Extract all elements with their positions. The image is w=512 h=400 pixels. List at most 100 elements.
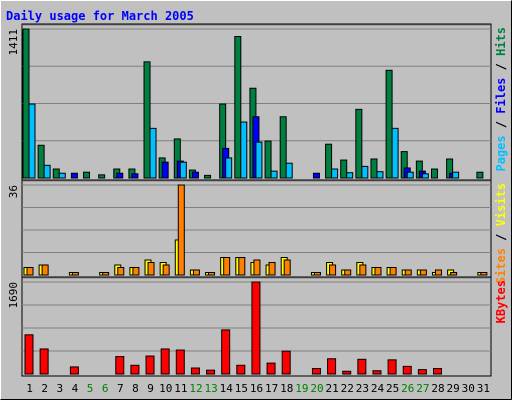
bar-pages-day-14: [225, 157, 233, 179]
x-tick-label-day-13: 13: [204, 382, 217, 395]
x-tick-label-day-12: 12: [189, 382, 202, 395]
bar-sites-day-6: [102, 272, 110, 276]
x-tick-label-day-9: 9: [147, 382, 154, 395]
bar-sites-day-7: [117, 267, 125, 276]
bar-kbytes-day-1: [24, 334, 34, 375]
legend-entry: Files: [494, 78, 508, 114]
bar-sites-day-11: [177, 184, 185, 276]
bar-pages-day-26: [406, 171, 414, 179]
legend-entry: KBytes: [494, 280, 508, 323]
panel-middle-max-label: 36: [7, 185, 20, 198]
legend-entry: Hits: [494, 27, 508, 56]
legend-entry: /: [494, 114, 508, 136]
bar-kbytes-day-12: [190, 367, 200, 375]
chart-title: Daily usage for March 2005: [6, 9, 194, 23]
bar-files-day-8: [131, 173, 139, 179]
bar-kbytes-day-4: [69, 366, 79, 375]
x-tick-label-day-15: 15: [235, 382, 248, 395]
bar-sites-day-27: [419, 269, 427, 276]
bar-hits-day-21: [325, 143, 333, 179]
bar-hits-day-22: [340, 159, 348, 179]
bar-kbytes-day-8: [130, 364, 140, 375]
bar-sites-day-13: [208, 272, 216, 276]
bar-sites-day-18: [283, 259, 291, 276]
bar-sites-day-1: [26, 267, 34, 276]
bar-sites-day-2: [41, 264, 49, 276]
bar-kbytes-day-26: [402, 365, 412, 375]
bar-sites-day-26: [404, 269, 412, 276]
bar-pages-day-1: [28, 103, 36, 179]
legend-entry: Pages: [494, 135, 508, 171]
panel-bottom-max-label: 1690: [7, 282, 20, 309]
x-tick-label-day-19: 19: [295, 382, 308, 395]
x-tick-label-day-18: 18: [280, 382, 293, 395]
bar-kbytes-day-18: [281, 350, 291, 375]
panel-top: 1411 Pages / Files / Hits: [7, 23, 508, 181]
x-tick-label-day-8: 8: [132, 382, 139, 395]
x-tick-label-day-31: 31: [477, 382, 490, 395]
bar-kbytes-day-25: [387, 359, 397, 375]
x-tick-label-day-23: 23: [356, 382, 369, 395]
bar-kbytes-day-2: [39, 348, 49, 375]
bar-hits-day-25: [385, 69, 393, 179]
bar-kbytes-day-15: [236, 364, 246, 375]
x-tick-label-day-24: 24: [371, 382, 385, 395]
bar-hits-day-23: [355, 108, 363, 179]
x-tick-label-day-4: 4: [72, 382, 79, 395]
legend-entry: /: [494, 226, 508, 248]
bar-sites-day-24: [374, 267, 382, 276]
bar-sites-day-31: [480, 272, 488, 276]
bar-pages-day-23: [361, 165, 369, 179]
bar-kbytes-day-14: [221, 329, 231, 375]
bar-pages-day-17: [270, 170, 278, 179]
x-tick-label-day-25: 25: [386, 382, 399, 395]
panel-bottom-legend: KBytes: [494, 280, 508, 323]
bar-pages-day-15: [240, 121, 248, 179]
x-tick-label-day-27: 27: [416, 382, 429, 395]
bar-kbytes-day-27: [417, 369, 427, 375]
x-tick-label-day-30: 30: [462, 382, 475, 395]
bar-sites-day-4: [71, 272, 79, 276]
legend-entry: /: [494, 56, 508, 78]
bar-sites-day-23: [359, 264, 367, 276]
panel-bottom: 1690 KBytes: [7, 276, 508, 377]
bar-kbytes-day-20: [311, 368, 321, 375]
x-tick-label-day-17: 17: [265, 382, 278, 395]
bar-pages-day-2: [43, 164, 51, 179]
bar-sites-day-25: [389, 267, 397, 276]
x-tick-label-day-5: 5: [87, 382, 94, 395]
bar-sites-day-15: [238, 257, 246, 276]
bar-sites-day-20: [313, 272, 321, 276]
x-tick-label-day-2: 2: [41, 382, 48, 395]
bar-hits-day-1: [22, 28, 30, 179]
bar-sites-day-21: [329, 264, 337, 276]
x-tick-label-day-21: 21: [326, 382, 339, 395]
chart-panels: 1411 Pages / Files / Hits 36 Sites / Visits…: [7, 23, 508, 377]
bar-sites-day-16: [253, 259, 261, 276]
bar-pages-day-18: [285, 162, 293, 179]
bar-hits-day-6: [98, 174, 106, 179]
bar-hits-day-2: [37, 144, 45, 179]
bar-sites-day-22: [344, 269, 352, 276]
bar-kbytes-day-24: [372, 370, 382, 375]
bar-kbytes-day-21: [327, 358, 337, 375]
bar-kbytes-day-16: [251, 281, 261, 375]
bar-hits-day-15: [234, 35, 242, 179]
panel-top-max-label: 1411: [7, 29, 20, 56]
bar-pages-day-9: [149, 127, 157, 179]
bar-hits-day-13: [204, 174, 212, 179]
bar-files-day-4: [70, 172, 78, 179]
bar-kbytes-day-11: [175, 349, 185, 375]
bar-hits-day-3: [52, 168, 60, 179]
bar-pages-day-22: [346, 172, 354, 179]
bar-pages-day-11: [179, 161, 187, 179]
x-tick-label-day-3: 3: [57, 382, 64, 395]
bar-kbytes-day-9: [145, 355, 155, 375]
x-tick-label-day-26: 26: [401, 382, 414, 395]
bar-kbytes-day-7: [115, 356, 125, 375]
bar-hits-day-5: [83, 171, 91, 179]
bar-hits-day-28: [430, 168, 438, 179]
panel-middle: 36 Sites / Visits: [7, 179, 508, 284]
bar-kbytes-day-28: [432, 368, 442, 375]
